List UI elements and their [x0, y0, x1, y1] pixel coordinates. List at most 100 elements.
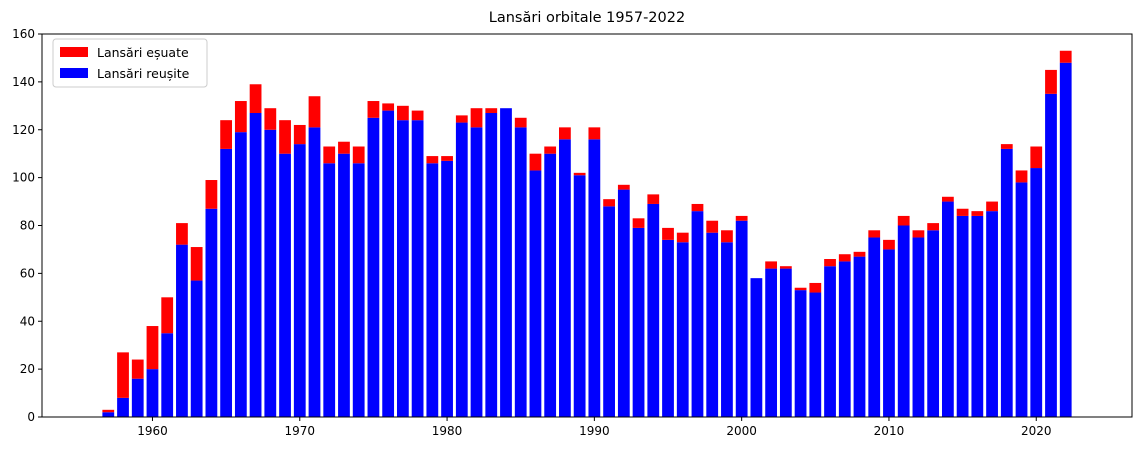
- bars-group: [102, 50, 1072, 418]
- bar-failure-2005: [809, 282, 822, 293]
- bar-failure-1982: [470, 108, 483, 128]
- bar-failure-2007: [838, 254, 851, 262]
- bar-failure-1997: [691, 203, 704, 212]
- bar-failure-1968: [264, 108, 277, 130]
- bar-success-1991: [603, 206, 615, 417]
- bar-success-2003: [779, 268, 792, 417]
- bar-success-1962: [176, 244, 188, 417]
- bar-failure-1980: [441, 156, 453, 161]
- chart-title: Lansări orbitale 1957-2022: [489, 10, 685, 26]
- bar-success-1967: [249, 112, 262, 418]
- bar-failure-2017: [986, 201, 998, 212]
- y-tick-label: 20: [20, 362, 35, 376]
- bar-success-1981: [455, 122, 468, 417]
- x-tick-label: 1980: [432, 424, 463, 438]
- bar-failure-1975: [367, 101, 380, 118]
- bar-failure-2003: [779, 266, 792, 269]
- legend-swatch-success: [60, 68, 88, 78]
- bar-success-2021: [1045, 93, 1057, 417]
- x-tick-label: 1970: [284, 424, 315, 438]
- y-tick-label: 80: [20, 219, 35, 233]
- bar-failure-1961: [161, 297, 174, 334]
- bar-failure-1998: [706, 220, 719, 233]
- bar-success-1995: [662, 239, 674, 417]
- bar-success-1975: [367, 117, 380, 417]
- bar-failure-1986: [529, 153, 542, 171]
- bar-success-1982: [470, 127, 483, 417]
- bar-success-1968: [264, 129, 277, 417]
- bar-success-1977: [396, 120, 409, 418]
- x-tick-label: 2000: [726, 424, 757, 438]
- bar-failure-1967: [249, 84, 262, 113]
- bar-success-1958: [117, 397, 129, 417]
- bar-success-2012: [912, 237, 925, 417]
- bar-success-2001: [750, 278, 763, 417]
- bar-success-2015: [956, 215, 969, 417]
- bar-success-1969: [279, 153, 291, 417]
- bar-success-1964: [205, 208, 218, 417]
- bar-failure-1974: [352, 146, 365, 164]
- bar-success-1990: [588, 139, 601, 417]
- x-tick-label: 1960: [137, 424, 168, 438]
- y-tick-label: 60: [20, 266, 35, 280]
- bar-success-2006: [824, 266, 836, 417]
- legend: Lansări eșuate Lansări reușite: [52, 38, 208, 88]
- bar-failure-2014: [941, 196, 954, 202]
- y-tick-label: 0: [27, 410, 35, 424]
- bar-success-1961: [161, 333, 174, 417]
- x-tick-label: 2010: [874, 424, 905, 438]
- bar-success-1971: [308, 127, 321, 417]
- bar-success-2022: [1059, 62, 1072, 417]
- bar-failure-1978: [411, 110, 424, 121]
- bar-success-1959: [131, 378, 144, 417]
- bar-success-2008: [853, 256, 866, 417]
- bar-failure-1957: [102, 409, 115, 413]
- bar-failure-2006: [824, 259, 836, 267]
- bar-success-1989: [573, 175, 586, 417]
- bar-success-1979: [426, 163, 439, 417]
- bar-success-1993: [632, 227, 645, 417]
- bar-success-1978: [411, 120, 424, 418]
- bar-failure-1981: [455, 115, 468, 123]
- bar-failure-1960: [146, 326, 159, 370]
- bar-failure-1993: [632, 218, 645, 228]
- bar-failure-1973: [338, 141, 350, 154]
- bar-failure-1966: [234, 101, 247, 133]
- bar-failure-2016: [971, 211, 984, 216]
- bar-failure-1991: [603, 199, 615, 207]
- bar-failure-1994: [647, 194, 660, 204]
- bar-failure-2002: [765, 261, 778, 269]
- bar-failure-2020: [1030, 146, 1043, 169]
- bar-failure-2009: [868, 230, 881, 238]
- y-tick-label: 140: [12, 75, 35, 89]
- legend-label-failure: Lansări eșuate: [97, 45, 189, 60]
- bar-failure-2008: [853, 251, 866, 257]
- bar-success-2017: [986, 211, 998, 417]
- bar-failure-2010: [883, 239, 895, 250]
- bar-failure-1977: [396, 105, 409, 121]
- y-tick-label: 160: [12, 27, 35, 41]
- bar-success-1983: [485, 112, 498, 418]
- bar-failure-1965: [220, 120, 233, 149]
- bar-failure-1964: [205, 180, 218, 209]
- bar-failure-1995: [662, 227, 674, 240]
- bar-failure-1987: [544, 146, 557, 154]
- bar-success-2009: [868, 237, 881, 417]
- bar-success-1984: [500, 108, 512, 418]
- bar-failure-1989: [573, 172, 586, 176]
- bar-success-1970: [293, 144, 306, 418]
- bar-failure-1963: [190, 247, 203, 281]
- bar-success-1988: [559, 139, 571, 417]
- x-tick-label: 2020: [1021, 424, 1052, 438]
- y-tick-label: 40: [20, 314, 35, 328]
- bar-success-1960: [146, 369, 159, 417]
- bar-success-1985: [514, 127, 527, 417]
- bar-success-1965: [220, 148, 233, 417]
- y-tick-label: 100: [12, 171, 35, 185]
- bar-success-1963: [190, 280, 203, 417]
- bar-failure-1988: [559, 127, 571, 140]
- bar-success-2019: [1015, 182, 1028, 417]
- bar-success-2011: [897, 225, 910, 417]
- bar-success-1980: [441, 160, 453, 417]
